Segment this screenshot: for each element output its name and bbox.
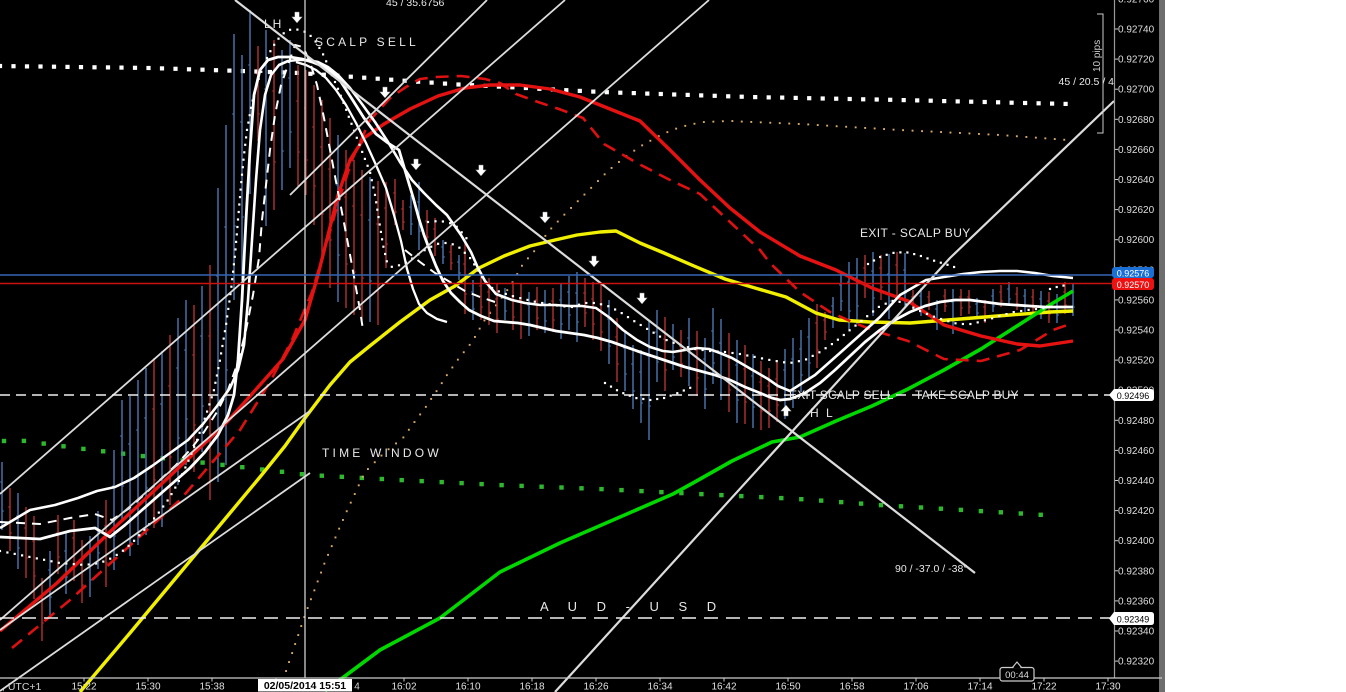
svg-text:16:42: 16:42 — [711, 682, 736, 692]
svg-text:0.92600: 0.92600 — [1118, 235, 1155, 246]
svg-text:17:30: 17:30 — [1095, 682, 1120, 692]
svg-text:0.92700: 0.92700 — [1118, 85, 1155, 96]
svg-text:TIME WINDOW: TIME WINDOW — [322, 446, 442, 460]
svg-text:0.92720: 0.92720 — [1118, 55, 1155, 66]
svg-text:LH: LH — [264, 17, 283, 31]
svg-text:0.92540: 0.92540 — [1118, 326, 1155, 337]
svg-text:0.92560: 0.92560 — [1118, 295, 1155, 306]
svg-text:0.92349: 0.92349 — [1117, 614, 1150, 624]
svg-text:16:34: 16:34 — [647, 682, 672, 692]
svg-text:0.92380: 0.92380 — [1118, 566, 1155, 577]
svg-text:H L: H L — [810, 406, 835, 420]
svg-text:0.92760: 0.92760 — [1118, 0, 1155, 5]
svg-text:15:30: 15:30 — [135, 682, 160, 692]
svg-text:16:10: 16:10 — [455, 682, 480, 692]
svg-text:0.92740: 0.92740 — [1118, 25, 1155, 36]
svg-text:10 pips: 10 pips — [1092, 40, 1103, 72]
svg-text:17:14: 17:14 — [967, 682, 992, 692]
svg-text:16:26: 16:26 — [583, 682, 608, 692]
svg-text:15:22: 15:22 — [71, 682, 96, 692]
svg-text:, UTC+1: , UTC+1 — [2, 681, 42, 692]
svg-text:90 / -37.0 / -38°: 90 / -37.0 / -38° — [895, 563, 968, 575]
svg-text:0.92576: 0.92576 — [1117, 268, 1150, 278]
svg-text:0.92640: 0.92640 — [1118, 175, 1155, 186]
svg-text:0.92460: 0.92460 — [1118, 446, 1155, 457]
svg-text:16:50: 16:50 — [775, 682, 800, 692]
svg-text:17:06: 17:06 — [903, 682, 928, 692]
svg-text:0.92480: 0.92480 — [1118, 416, 1155, 427]
svg-text:0.92520: 0.92520 — [1118, 356, 1155, 367]
svg-text:0.92680: 0.92680 — [1118, 115, 1155, 126]
svg-text:15:38: 15:38 — [199, 682, 224, 692]
svg-text:00:44: 00:44 — [1005, 670, 1029, 681]
svg-text:0.92660: 0.92660 — [1118, 145, 1155, 156]
svg-text:0.92496: 0.92496 — [1117, 391, 1150, 401]
svg-text:0.92340: 0.92340 — [1118, 627, 1155, 638]
svg-text:4: 4 — [354, 682, 360, 692]
svg-text:0.92420: 0.92420 — [1118, 506, 1155, 517]
svg-text:45 / 20.5 / 4: 45 / 20.5 / 4 — [1059, 76, 1115, 88]
svg-text:16:18: 16:18 — [519, 682, 544, 692]
svg-text:17:22: 17:22 — [1031, 682, 1056, 692]
svg-text:02/05/2014 15:51: 02/05/2014 15:51 — [264, 680, 346, 692]
svg-text:EXIT - SCALP BUY: EXIT - SCALP BUY — [860, 226, 971, 240]
svg-text:16:58: 16:58 — [839, 682, 864, 692]
svg-text:EXIT SCALP SELL: EXIT SCALP SELL — [789, 388, 894, 402]
svg-text:0.92320: 0.92320 — [1118, 657, 1155, 668]
svg-text:0.92440: 0.92440 — [1118, 476, 1155, 487]
svg-text:0.92620: 0.92620 — [1118, 205, 1155, 216]
svg-text:TAKE SCALP BUY: TAKE SCALP BUY — [915, 388, 1019, 402]
svg-text:SCALP SELL: SCALP SELL — [315, 35, 419, 49]
svg-text:A U D - U S D: A U D - U S D — [540, 599, 724, 614]
svg-text:45 / 35.6756: 45 / 35.6756 — [386, 0, 445, 9]
svg-text:16:02: 16:02 — [391, 682, 416, 692]
svg-text:0.92570: 0.92570 — [1117, 280, 1150, 290]
svg-text:0.92360: 0.92360 — [1118, 596, 1155, 607]
svg-text:0.92400: 0.92400 — [1118, 536, 1155, 547]
